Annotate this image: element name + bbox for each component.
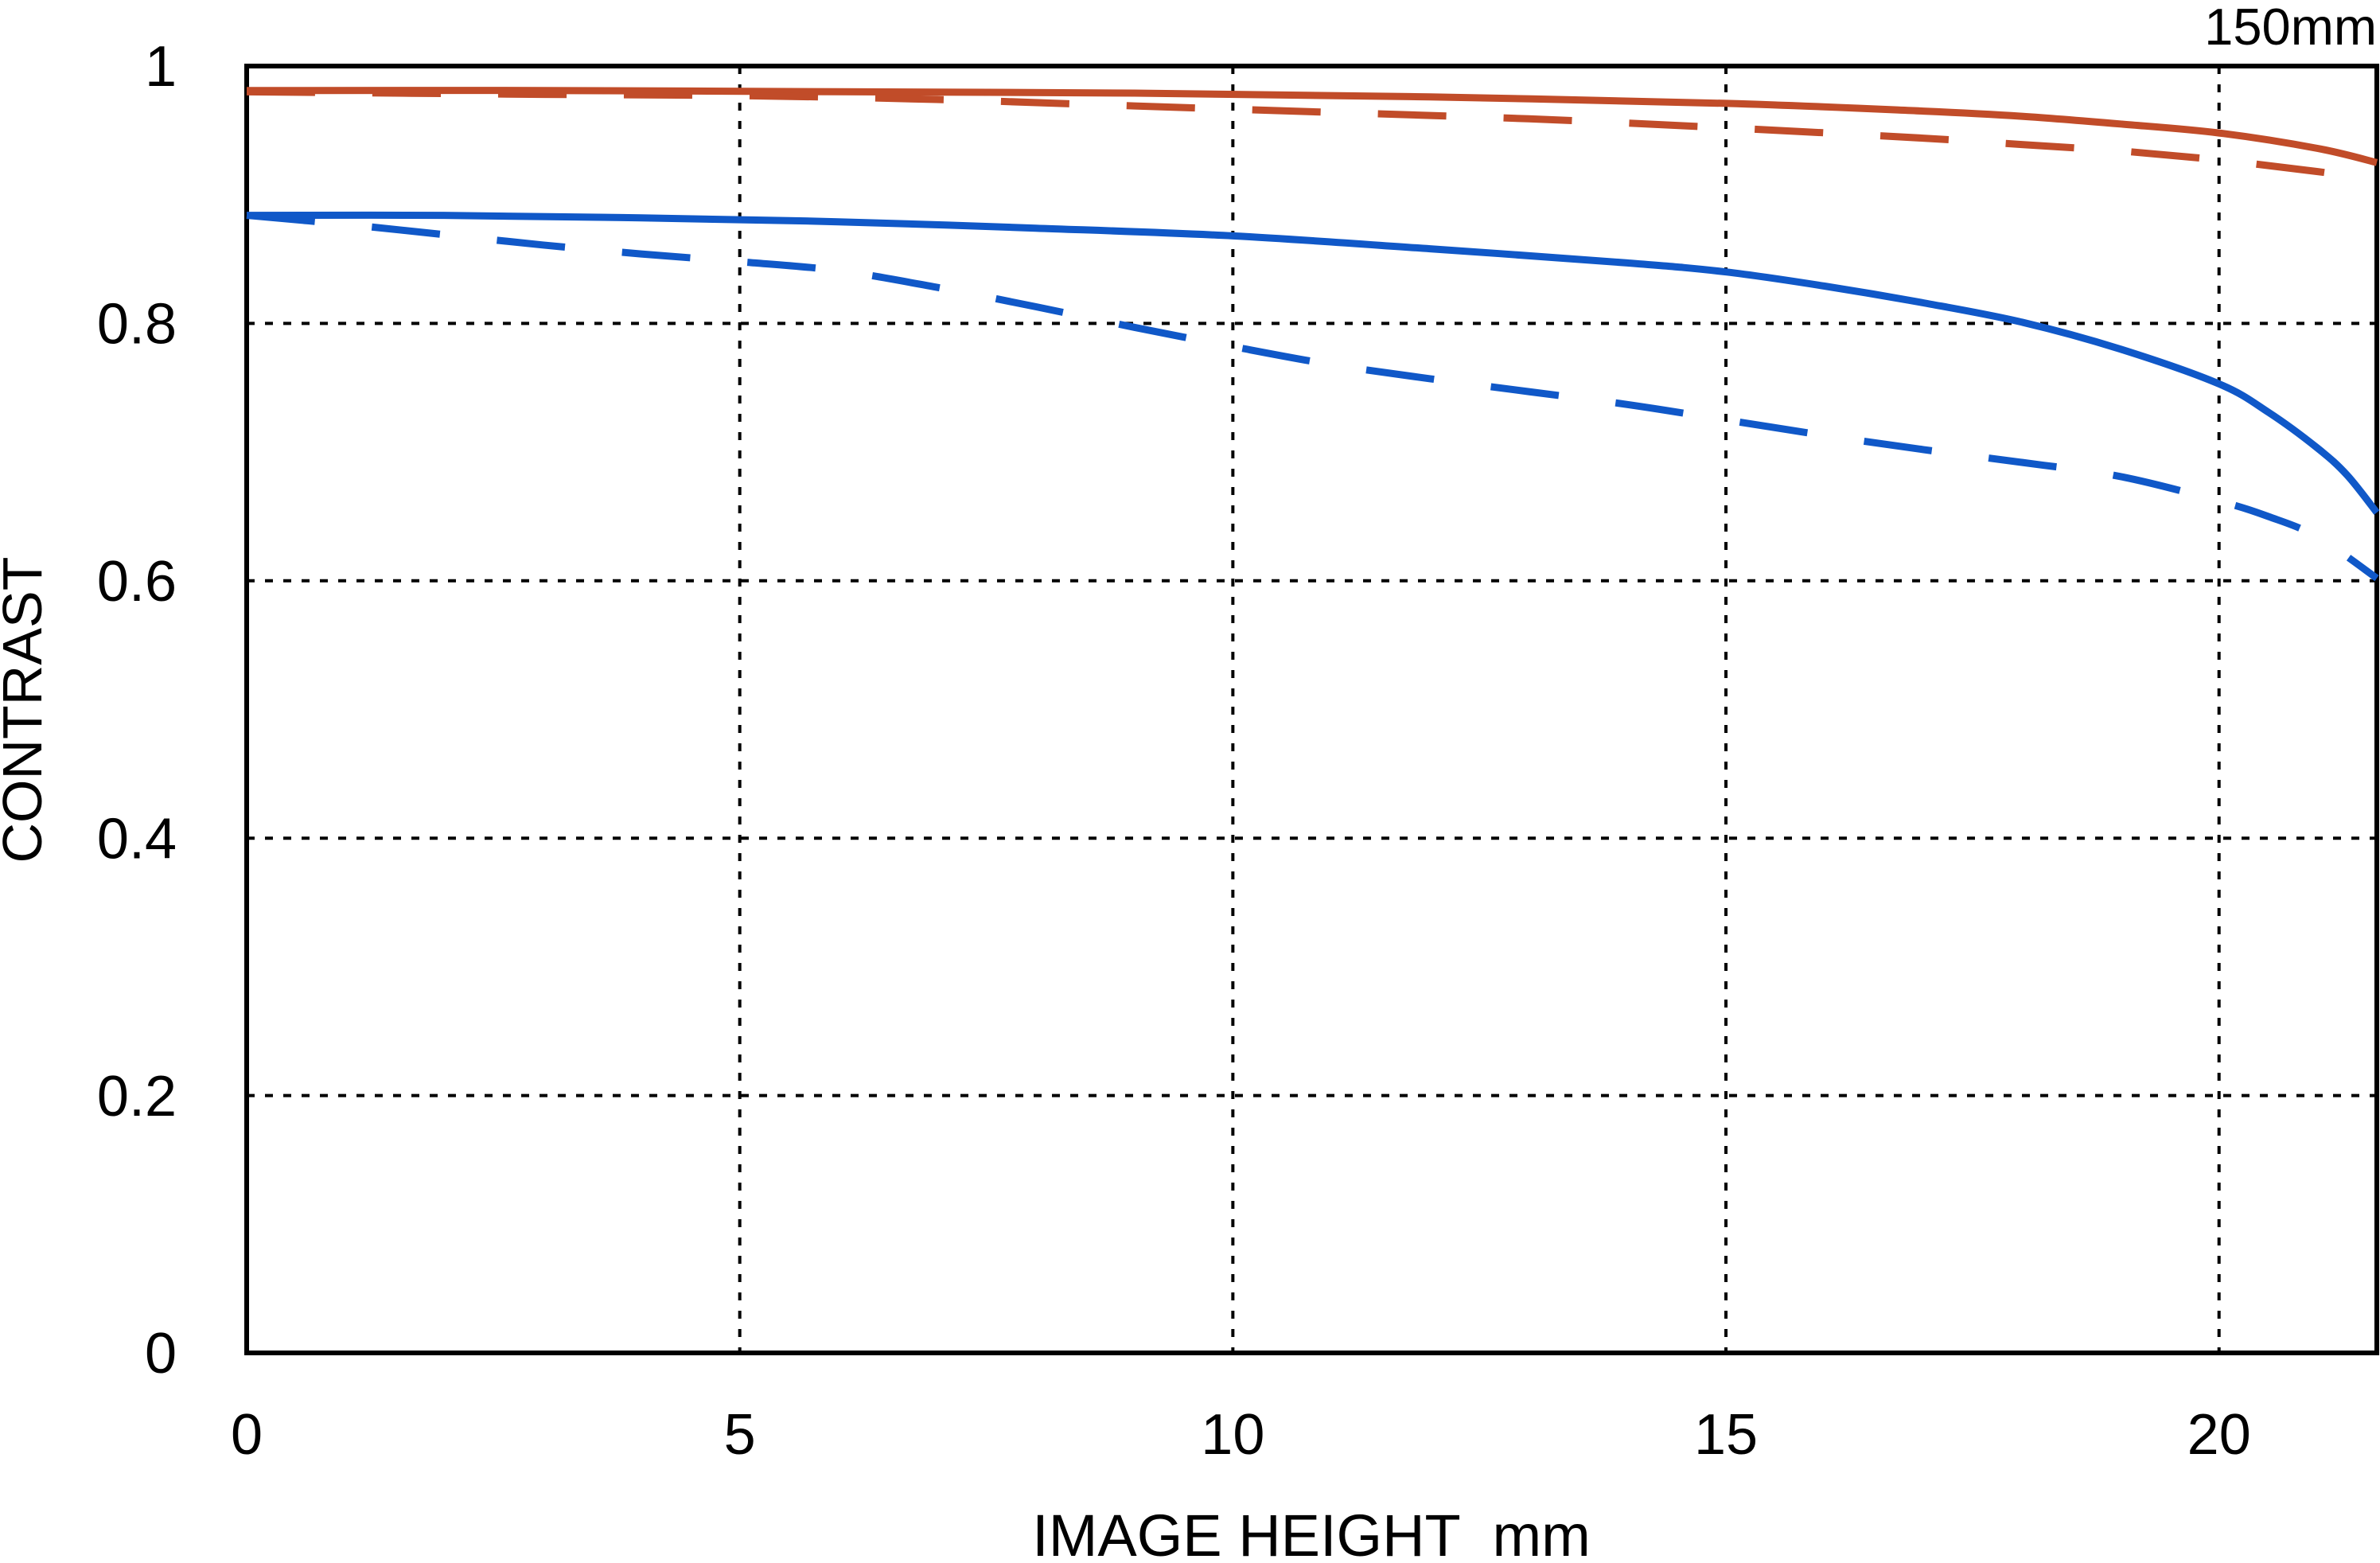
- y-tick-label: 0: [145, 1322, 177, 1386]
- y-tick-label: 0.6: [97, 550, 177, 614]
- chart-title: 150mm: [2204, 0, 2377, 56]
- x-axis-title: IMAGE HEIGHT mm: [1032, 1503, 1591, 1563]
- series-red-dashed: [246, 88, 2378, 185]
- series-blue-dashed: [246, 212, 2379, 582]
- series-red-solid: [246, 87, 2378, 166]
- plot-frame: [244, 64, 2379, 1355]
- y-tick-label: 0.4: [97, 807, 177, 871]
- y-axis-title: CONTRAST: [0, 556, 53, 863]
- y-tick-label: 0.8: [97, 293, 177, 357]
- x-tick-label: 0: [231, 1403, 263, 1467]
- y-tick-label: 1: [145, 35, 177, 99]
- series-blue-solid: [246, 211, 2380, 515]
- y-tick-label: 0.2: [97, 1065, 177, 1128]
- x-tick-label: 15: [1694, 1403, 1758, 1467]
- x-tick-label: 5: [724, 1403, 756, 1467]
- x-tick-label: 10: [1201, 1403, 1264, 1467]
- x-tick-label: 20: [2187, 1403, 2251, 1467]
